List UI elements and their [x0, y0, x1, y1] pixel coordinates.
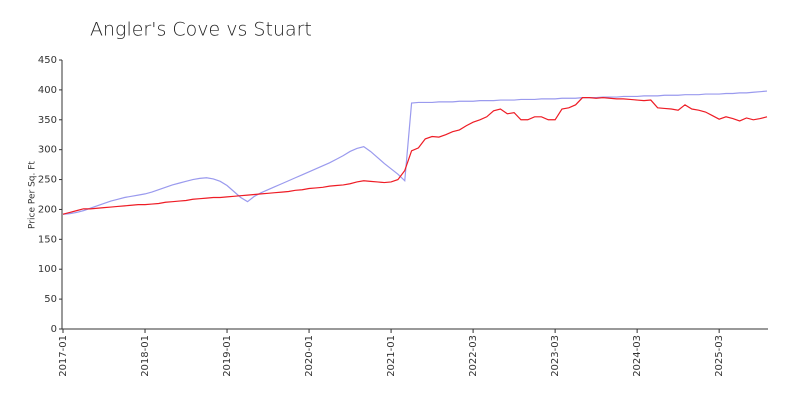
x-tick-label: 2018-01: [140, 335, 151, 377]
x-tick-label: 2024-03: [632, 335, 643, 377]
series-line: [62, 97, 768, 215]
chart-title: Angler's Cove vs Stuart: [90, 19, 312, 41]
x-tick-label: 2019-01: [222, 335, 233, 377]
x-tick-label: 2023-03: [550, 335, 561, 377]
y-tick-label: 400: [38, 85, 57, 96]
y-tick-label: 450: [38, 55, 57, 66]
x-tick-label: 2025-03: [714, 335, 725, 377]
y-tick-label: 250: [38, 175, 57, 186]
y-tick-label: 350: [38, 115, 57, 126]
x-tick-label: 2022-03: [468, 335, 479, 377]
x-tick-label: 2017-01: [58, 335, 69, 377]
y-tick-label: 0: [51, 324, 57, 335]
x-tick-label: 2020-01: [304, 335, 315, 377]
y-tick-label: 300: [38, 145, 57, 156]
series-line: [62, 90, 768, 215]
y-tick-label: 100: [38, 264, 57, 275]
y-axis-label: Price Per Sq. Ft: [28, 161, 38, 229]
y-tick-label: 50: [44, 294, 57, 305]
y-tick-label: 200: [38, 204, 57, 215]
y-tick-label: 150: [38, 234, 57, 245]
x-tick-label: 2021-01: [386, 335, 397, 377]
